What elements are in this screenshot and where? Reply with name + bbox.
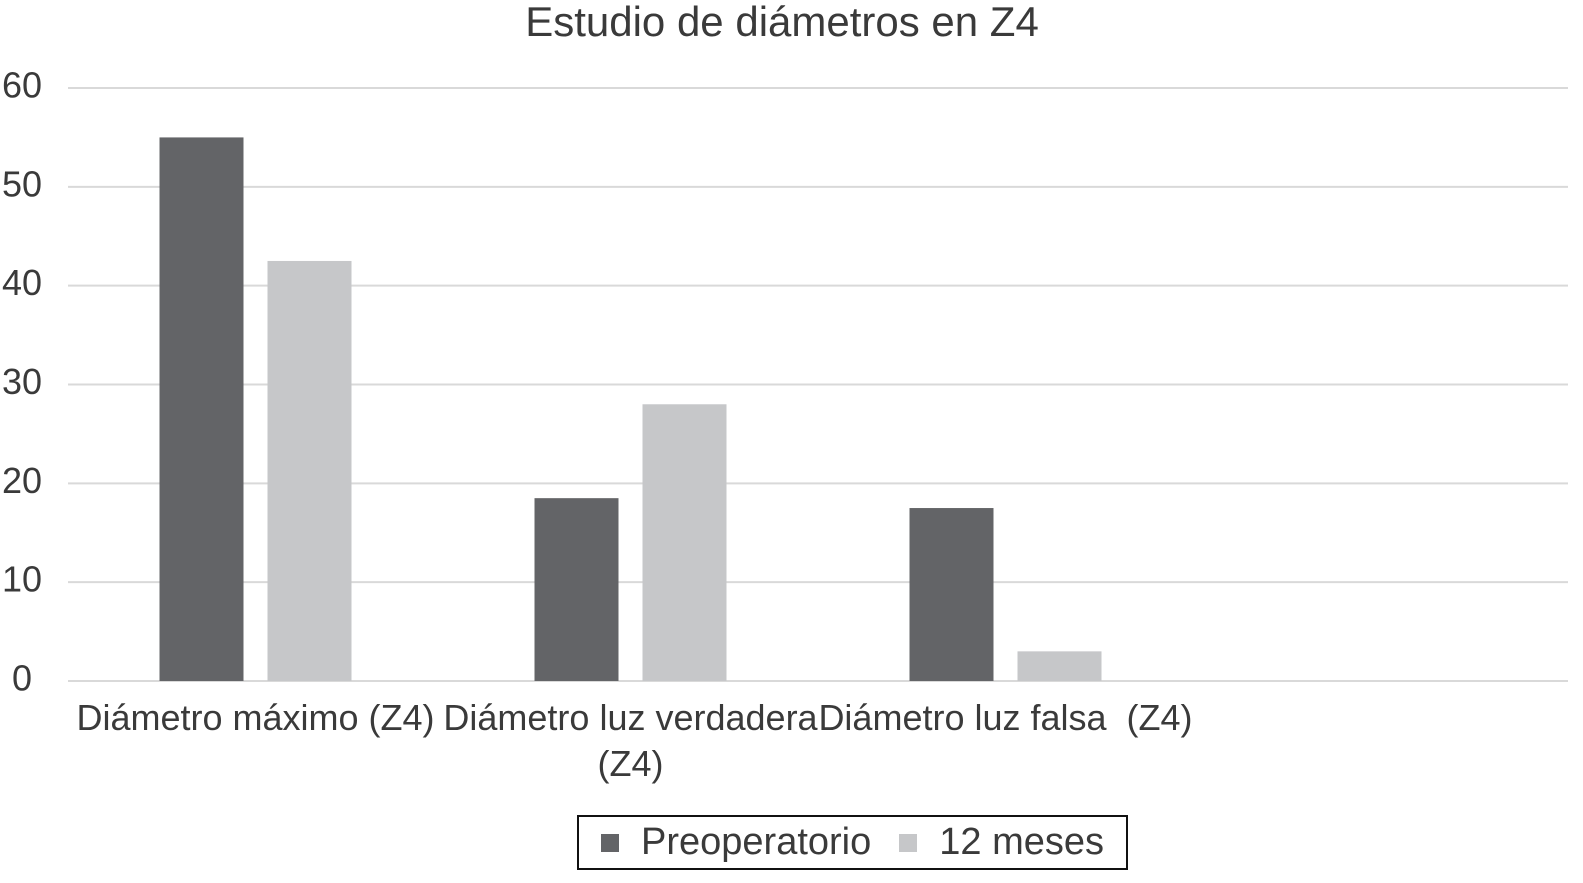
bar	[909, 508, 994, 681]
bar	[159, 137, 244, 681]
chart-title: Estudio de diámetros en Z4	[525, 0, 1039, 45]
y-tick-label: 0	[12, 658, 32, 699]
bar	[1017, 651, 1102, 681]
bar	[642, 404, 727, 681]
legend-item: Preoperatorio	[601, 821, 871, 864]
x-tick-label: Diámetro luz falsa (Z4)	[818, 697, 1193, 738]
y-tick-label: 30	[2, 361, 42, 402]
legend-label: Preoperatorio	[641, 821, 872, 863]
legend-label: 12 meses	[939, 821, 1104, 863]
y-tick-label: 40	[2, 262, 42, 303]
bar	[267, 260, 352, 681]
y-tick-label: 60	[2, 65, 42, 106]
y-tick-label: 20	[2, 460, 42, 501]
y-tick-label: 10	[2, 559, 42, 600]
legend-swatch	[899, 833, 918, 852]
legend-item: 12 meses	[899, 821, 1104, 864]
legend-swatch	[601, 833, 619, 852]
x-tick-label: Diámetro máximo (Z4)	[76, 697, 435, 738]
bar	[534, 498, 619, 681]
y-tick-label: 50	[2, 163, 42, 204]
legend: Preoperatorio 12 meses	[577, 815, 1128, 870]
x-tick-label: Diámetro luz verdadera (Z4)	[443, 697, 828, 784]
